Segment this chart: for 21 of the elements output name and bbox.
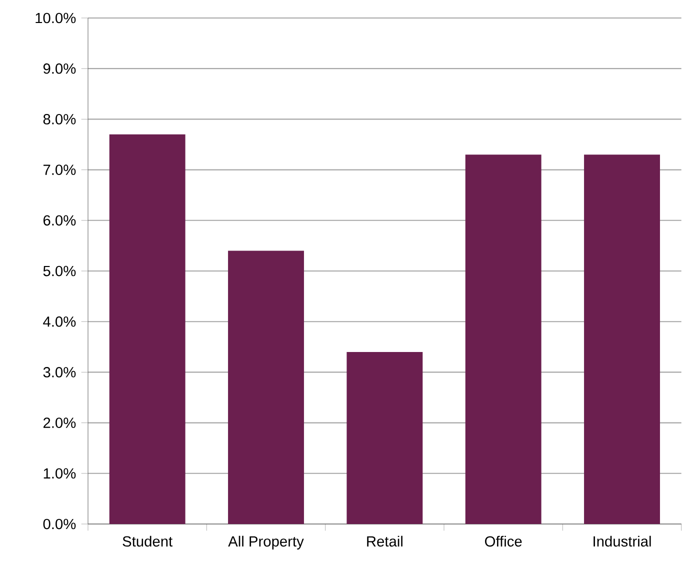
bar <box>346 352 423 524</box>
x-tick-label: Office <box>485 536 522 547</box>
y-tick-label: 9.0% <box>43 63 76 74</box>
y-tick-label: 7.0% <box>44 164 76 175</box>
y-tick-label: 8.0% <box>43 114 76 124</box>
y-tick-label: 2.0% <box>43 418 76 428</box>
y-tick-label: 1.0% <box>44 468 76 479</box>
y-tick-label: 6.0% <box>44 215 76 226</box>
bar <box>584 154 660 524</box>
y-tick-label: 5.0% <box>43 266 76 276</box>
y-tick-label: 10.0% <box>36 12 76 24</box>
y-tick-label: 4.0% <box>43 316 76 327</box>
y-tick-label: 3.0% <box>43 367 76 378</box>
x-tick-label: Retail <box>367 536 402 547</box>
bar <box>109 134 186 524</box>
y-tick-label: 0.0% <box>43 518 76 530</box>
x-tick-label: Student <box>122 536 173 547</box>
x-tick-label: All Property <box>228 536 304 550</box>
x-tick-label: Industrial <box>594 536 651 547</box>
bar <box>465 154 542 524</box>
bar <box>228 250 304 524</box>
